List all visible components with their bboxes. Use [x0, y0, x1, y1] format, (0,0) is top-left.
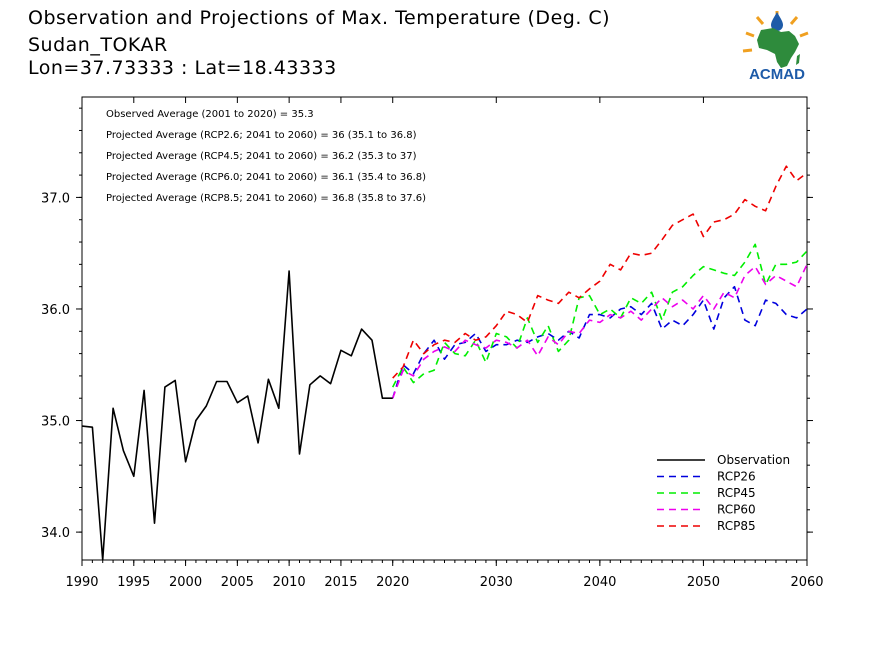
- legend-label-rcp45: RCP45: [717, 486, 756, 500]
- annotation-rcp85: Projected Average (RCP8.5; 2041 to 2060)…: [106, 193, 426, 204]
- x-tick-label: 2040: [583, 575, 616, 590]
- series-line-observation: [81, 270, 393, 561]
- chart-title: Observation and Projections of Max. Temp…: [28, 7, 611, 29]
- annotation-rcp45: Projected Average (RCP4.5; 2041 to 2060)…: [106, 151, 417, 162]
- y-tick-label: 35.0: [41, 415, 70, 430]
- x-tick-label: 2010: [273, 575, 306, 590]
- x-tick-label: 2015: [324, 575, 357, 590]
- y-tick-label: 37.0: [41, 191, 70, 206]
- legend-label-rcp60: RCP60: [717, 503, 756, 517]
- logo-text: ACMAD: [749, 66, 805, 83]
- y-tick-label: 34.0: [41, 526, 70, 541]
- x-tick-label: 2060: [790, 575, 823, 590]
- x-tick-label: 2005: [221, 575, 254, 590]
- axes: 1990 1995 2000 2005 2010 2015 2020 2030 2040 2050…: [41, 97, 824, 590]
- x-tick-label: 2000: [169, 575, 202, 590]
- series-line-rcp85: [392, 165, 808, 379]
- x-tick-label: 1995: [117, 575, 150, 590]
- acmad-logo: ACMAD: [742, 11, 809, 83]
- x-tick-label: 2050: [687, 575, 720, 590]
- x-tick-label: 2030: [480, 575, 513, 590]
- series-line-rcp26: [391, 285, 808, 399]
- y-tick-label: 36.0: [41, 303, 70, 318]
- series-line-rcp60: [391, 263, 808, 399]
- series: [81, 165, 808, 561]
- legend-label-rcp85: RCP85: [717, 519, 756, 533]
- annotation-rcp60: Projected Average (RCP6.0; 2041 to 2060)…: [106, 172, 426, 183]
- legend-label-rcp26: RCP26: [717, 470, 756, 484]
- station-name: Sudan_TOKAR: [28, 34, 168, 56]
- plot-frame: [81, 96, 808, 561]
- station-coordinates: Lon=37.73333 : Lat=18.43333: [28, 57, 337, 79]
- legend-label-observation: Observation: [717, 453, 790, 467]
- water-drop-icon: [771, 12, 783, 31]
- series-line-rcp45: [391, 243, 808, 388]
- x-tick-label: 1990: [65, 575, 98, 590]
- x-tick-label: 2020: [376, 575, 409, 590]
- annotation-observed: Observed Average (2001 to 2020) = 35.3: [106, 109, 314, 120]
- annotation-block: Observed Average (2001 to 2020) = 35.3 P…: [106, 109, 426, 204]
- annotation-rcp26: Projected Average (RCP2.6; 2041 to 2060)…: [106, 130, 417, 141]
- africa-map-icon: [757, 28, 799, 68]
- legend: Observation RCP26 RCP45 RCP60 RCP85: [657, 453, 790, 533]
- madagascar-icon: [796, 54, 800, 65]
